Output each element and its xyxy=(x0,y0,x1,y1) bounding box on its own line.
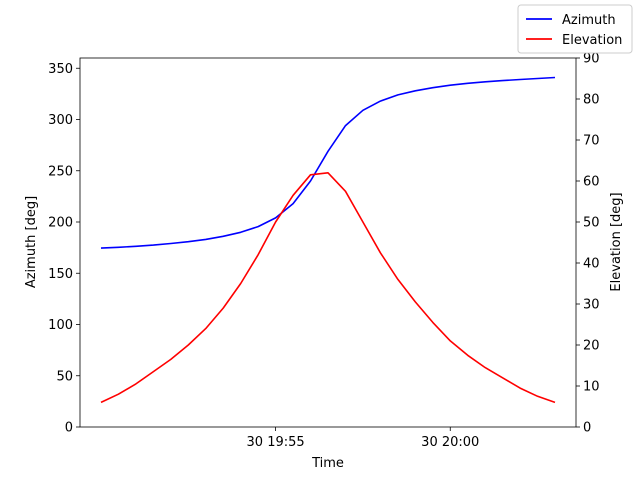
series-line-elevation xyxy=(100,172,556,404)
x-tick-label: 30 20:00 xyxy=(421,435,479,450)
right-tick-label: 10 xyxy=(583,380,600,395)
right-axis-label: Elevation [deg] xyxy=(609,192,624,291)
right-tick-label: 80 xyxy=(583,93,600,108)
right-tick-label: 40 xyxy=(583,257,600,272)
series-layer xyxy=(100,76,556,404)
left-tick-label: 350 xyxy=(48,62,73,77)
x-axis-label: Time xyxy=(311,456,344,471)
left-tick-label: 50 xyxy=(56,369,73,384)
left-tick-label: 200 xyxy=(48,216,73,231)
left-axis-label: Azimuth [deg] xyxy=(24,196,39,288)
right-tick-label: 90 xyxy=(583,52,600,67)
legend-label-elevation: Elevation xyxy=(562,33,622,48)
left-tick-label: 250 xyxy=(48,164,73,179)
right-tick-label: 0 xyxy=(583,421,591,436)
x-tick-label: 30 19:55 xyxy=(247,435,305,450)
right-tick-label: 50 xyxy=(583,216,600,231)
legend-label-azimuth: Azimuth xyxy=(562,13,616,28)
plot-frame xyxy=(79,57,577,428)
left-tick-label: 0 xyxy=(65,421,73,436)
left-tick-label: 100 xyxy=(48,318,73,333)
left-tick-label: 150 xyxy=(48,267,73,282)
left-tick-label: 300 xyxy=(48,113,73,128)
right-tick-label: 20 xyxy=(583,339,600,354)
right-tick-label: 60 xyxy=(583,175,600,190)
series-line-azimuth xyxy=(100,76,556,249)
legend: Azimuth Elevation xyxy=(517,4,633,54)
legend-box xyxy=(517,4,633,54)
left-axis: 0 50 100 150 200 250 300 350 xyxy=(48,62,80,436)
x-axis: 30 19:55 30 20:00 xyxy=(247,427,479,450)
right-tick-label: 70 xyxy=(583,134,600,149)
right-tick-label: 30 xyxy=(583,298,600,313)
right-axis: 0 10 20 30 40 50 60 70 80 90 xyxy=(576,52,600,436)
